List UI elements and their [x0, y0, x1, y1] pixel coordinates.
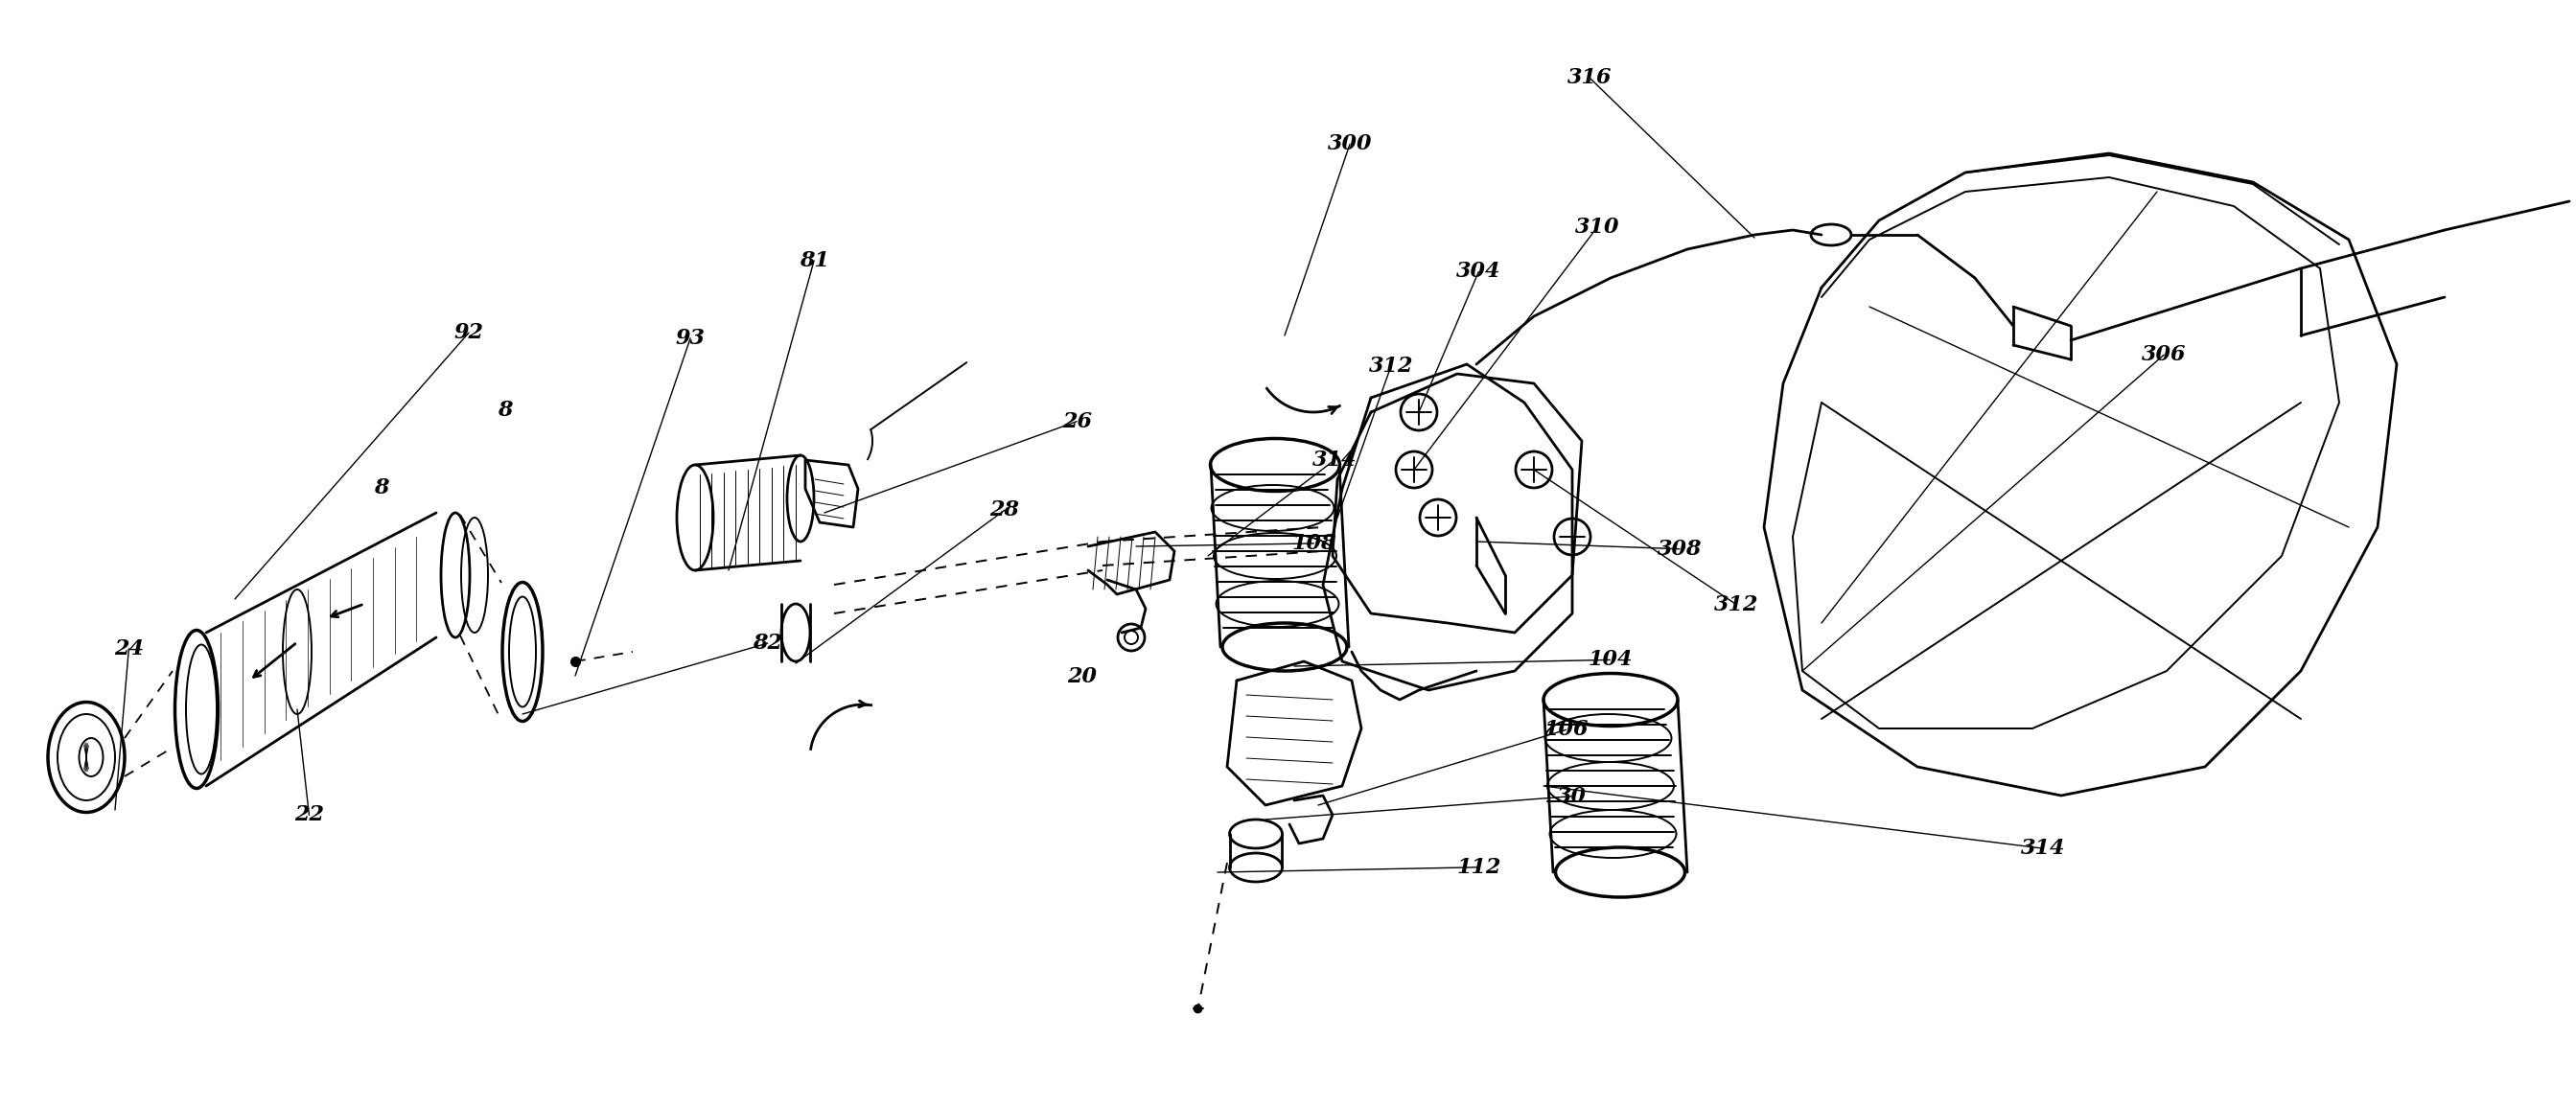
Text: 112: 112 [1455, 856, 1502, 878]
Text: 93: 93 [675, 327, 706, 349]
Text: 8: 8 [497, 399, 513, 421]
Text: 82: 82 [752, 632, 783, 654]
Text: 314: 314 [2020, 837, 2066, 859]
Text: 104: 104 [1587, 649, 1633, 671]
Text: 312: 312 [1713, 593, 1759, 615]
Text: 8: 8 [374, 477, 389, 499]
Text: 92: 92 [453, 322, 484, 344]
Text: 310: 310 [1574, 216, 1620, 238]
Text: 24: 24 [113, 638, 144, 660]
Text: 81: 81 [799, 250, 829, 272]
Text: 22: 22 [294, 804, 325, 826]
Text: 308: 308 [1656, 538, 1703, 560]
Text: 106: 106 [1543, 719, 1589, 741]
Text: 28: 28 [989, 499, 1020, 521]
Text: 30: 30 [1556, 785, 1587, 807]
Text: 304: 304 [1455, 261, 1502, 283]
Text: 316: 316 [1566, 67, 1613, 89]
Text: 20: 20 [1066, 665, 1097, 688]
Text: 26: 26 [1061, 410, 1092, 433]
Text: 314: 314 [1311, 449, 1358, 471]
Text: 312: 312 [1368, 355, 1414, 377]
Text: 108: 108 [1291, 532, 1337, 554]
Text: 306: 306 [2141, 344, 2187, 366]
Text: 300: 300 [1327, 133, 1373, 155]
